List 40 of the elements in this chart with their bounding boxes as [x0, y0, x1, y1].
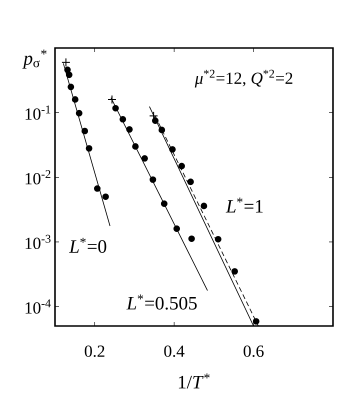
point: [152, 117, 159, 124]
point: [158, 126, 166, 134]
point: [200, 202, 208, 210]
point: [132, 143, 139, 150]
point: [81, 128, 88, 134]
point: [72, 96, 78, 103]
annotation: μ$^{*2}$=12, Q$^{*2}$=2: [194, 70, 292, 88]
x-tick-label: 0.2: [84, 345, 104, 357]
y-axis-title: p$_{σ}$*: [22, 50, 47, 69]
point: [187, 178, 194, 186]
y-tick-label: 10$^{-4}$: [26, 299, 51, 314]
x-tick-label: 0.6: [244, 345, 264, 357]
x-axis-title: 1/T$^{*}$: [178, 373, 210, 389]
point: [94, 185, 101, 192]
point: [112, 104, 119, 112]
point: [76, 110, 82, 117]
point: [231, 268, 238, 275]
annotation: L$^{*}$=0: [68, 238, 106, 253]
point: [66, 72, 72, 78]
point: [188, 235, 195, 242]
point: [108, 94, 116, 104]
point: [141, 155, 148, 162]
point: [169, 146, 176, 153]
y-tick-label: 10$^{-2}$: [26, 170, 50, 184]
point: [120, 116, 126, 123]
point: [173, 225, 180, 232]
annotation: L$^{*}$=0.505: [126, 294, 197, 310]
annotation: L$^{*}$=1: [226, 198, 263, 213]
y-tick-label: 10$^{-3}$: [26, 234, 51, 250]
point: [68, 84, 74, 90]
point: [160, 200, 168, 207]
point: [86, 145, 92, 152]
x-tick-label: 0.4: [164, 345, 184, 357]
y-tick-label: 10$^{-1}$: [26, 106, 50, 120]
point: [214, 236, 222, 243]
point: [126, 126, 133, 133]
point: [252, 318, 260, 325]
point: [178, 162, 185, 170]
point: [150, 176, 156, 183]
point: [102, 193, 109, 200]
